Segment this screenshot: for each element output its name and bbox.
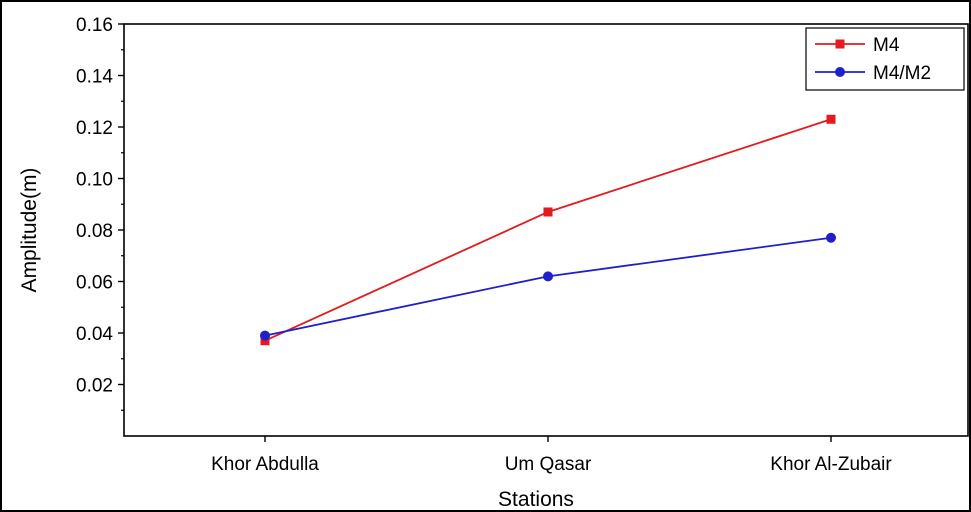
y-tick-label: 0.10 <box>76 170 113 191</box>
y-tick-label: 0.04 <box>76 324 113 345</box>
series-m4 <box>260 114 836 346</box>
x-tick-label: Khor Al-Zubair <box>770 454 892 475</box>
y-tick-label: 0.16 <box>76 15 113 36</box>
data-point-square <box>260 336 270 346</box>
y-tick-label: 0.12 <box>76 118 113 139</box>
legend-entry: M4 <box>815 35 900 56</box>
data-point-square <box>826 114 836 124</box>
data-point-square <box>543 207 553 217</box>
x-tick-label: Um Qasar <box>505 454 592 475</box>
legend: M4 M4/M2 <box>805 27 965 91</box>
legend-frame <box>805 27 965 91</box>
series-m4-m2 <box>260 232 836 341</box>
legend-label: M4/M2 <box>873 63 931 84</box>
y-tick-label: 0.02 <box>76 376 113 397</box>
legend-label: M4 <box>873 35 900 56</box>
legend-marker-circle <box>835 67 845 77</box>
x-axis-title: Stations <box>498 488 574 511</box>
y-tick-label: 0.14 <box>76 67 113 88</box>
data-point-circle <box>543 271 553 282</box>
x-axis: Khor Abdulla Um Qasar Khor Al-Zubair <box>211 436 892 475</box>
y-tick-label: 0.08 <box>76 221 113 242</box>
data-point-circle <box>260 330 270 341</box>
x-tick-label: Khor Abdulla <box>211 454 319 475</box>
y-axis: 0.02 0.04 0.06 0.08 0.10 0.12 0.14 0.16 <box>76 15 124 411</box>
legend-marker-square <box>835 39 845 49</box>
data-point-circle <box>826 232 836 243</box>
series-layer <box>260 114 836 346</box>
y-tick-label: 0.06 <box>76 273 113 294</box>
legend-entry: M4/M2 <box>815 63 931 84</box>
y-axis-title: Amplitude(m) <box>18 168 41 293</box>
